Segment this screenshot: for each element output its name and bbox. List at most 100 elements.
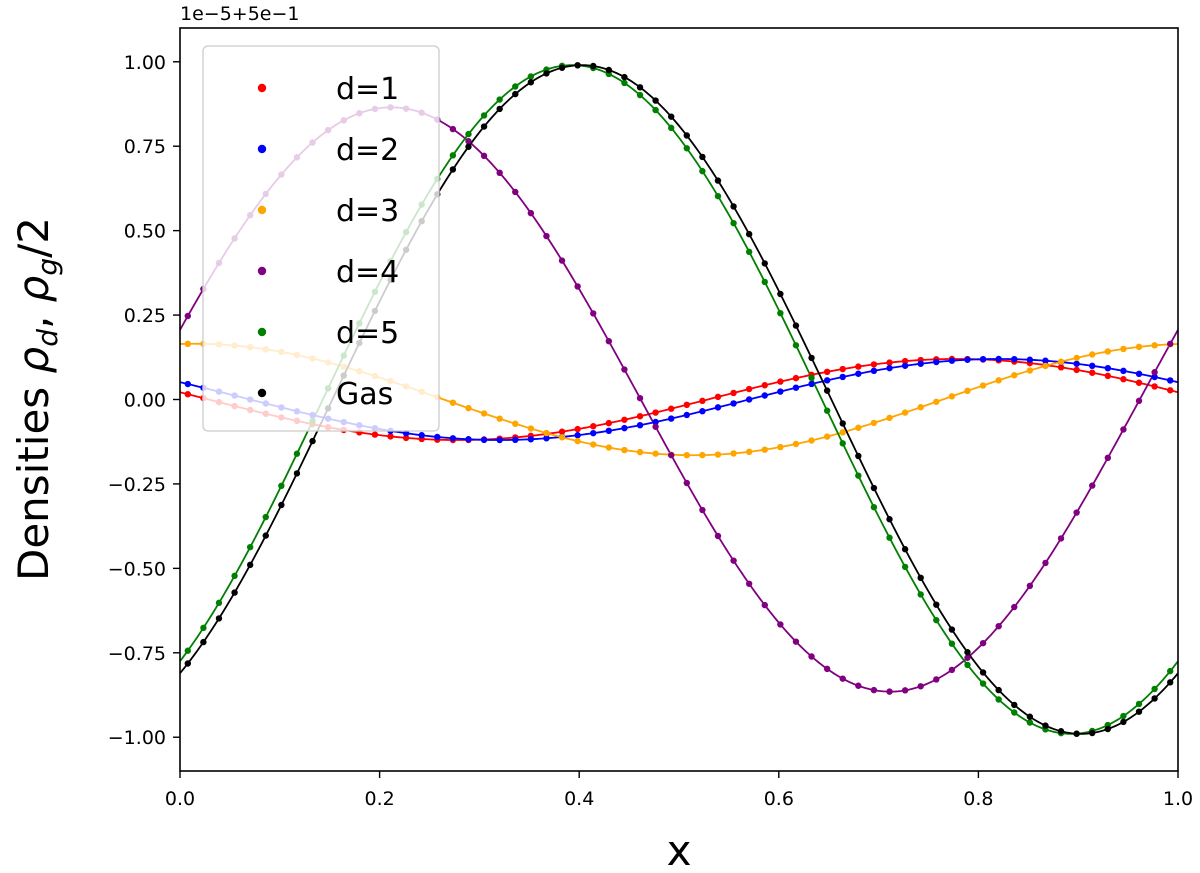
data-point: [730, 400, 737, 407]
data-point: [371, 431, 379, 438]
data-point: [839, 373, 846, 381]
data-point: [1073, 354, 1080, 362]
data-point: [808, 437, 815, 444]
data-point: [1167, 377, 1174, 384]
data-point: [1120, 426, 1127, 433]
data-point: [948, 393, 956, 400]
data-point: [1011, 709, 1018, 716]
data-point: [480, 436, 488, 444]
data-point: [1135, 397, 1143, 405]
data-point: [839, 365, 846, 373]
data-point: [1073, 730, 1080, 737]
data-point: [1011, 701, 1018, 709]
data-point: [948, 626, 956, 633]
data-point: [293, 450, 301, 457]
data-point: [870, 361, 878, 368]
data-point: [1151, 695, 1158, 702]
data-point: [636, 413, 644, 420]
data-point: [808, 380, 815, 388]
data-point: [574, 425, 581, 433]
x-axis-label: x: [667, 826, 692, 873]
data-point: [652, 450, 659, 457]
data-point: [1104, 725, 1112, 733]
x-tick-label: 0.0: [165, 788, 195, 810]
data-point: [480, 410, 488, 417]
data-point: [543, 232, 550, 240]
data-point: [792, 638, 800, 645]
data-point: [1089, 351, 1096, 358]
data-point: [683, 411, 690, 419]
data-point: [933, 358, 940, 366]
data-point: [964, 649, 971, 656]
data-point: [496, 96, 503, 103]
y-tick-label: 0.00: [124, 390, 166, 412]
data-point: [886, 688, 893, 695]
data-point: [839, 675, 846, 682]
data-point: [714, 192, 722, 200]
data-point: [761, 382, 768, 389]
data-point: [527, 73, 535, 80]
data-point: [855, 363, 862, 370]
data-point: [1073, 360, 1080, 367]
data-point: [278, 501, 285, 509]
legend-marker: [257, 205, 267, 215]
data-point: [605, 66, 613, 74]
legend-item-d-1: d=1: [257, 72, 399, 107]
legend-item-gas: Gas: [257, 377, 393, 412]
data-point: [1042, 357, 1049, 364]
data-point: [496, 169, 503, 177]
legend-label: d=2: [336, 133, 399, 168]
y-tick-label: −0.75: [108, 643, 166, 665]
data-point: [901, 357, 909, 365]
data-point: [714, 451, 722, 458]
data-point: [1104, 348, 1112, 355]
data-point: [761, 392, 768, 399]
data-point: [512, 83, 519, 90]
data-point: [714, 177, 722, 184]
data-point: [636, 91, 644, 99]
data-point: [621, 366, 628, 373]
data-point: [1167, 667, 1174, 675]
data-point: [590, 429, 597, 437]
data-point: [246, 543, 254, 551]
data-point: [668, 451, 675, 459]
data-point: [1057, 358, 1065, 365]
data-point: [543, 429, 550, 437]
data-point: [839, 420, 846, 427]
x-tick-label: 0.8: [963, 788, 993, 810]
data-point: [652, 97, 659, 104]
data-point: [1026, 719, 1034, 726]
data-point: [668, 405, 675, 412]
data-point: [496, 415, 503, 422]
legend-marker: [257, 266, 267, 276]
x-tick-label: 0.4: [564, 788, 594, 810]
data-point: [184, 312, 191, 320]
data-point: [964, 387, 971, 395]
data-point: [1011, 355, 1018, 363]
data-point: [855, 424, 862, 431]
data-point: [730, 389, 737, 397]
data-point: [1073, 366, 1080, 374]
data-point: [948, 666, 956, 674]
data-point: [730, 557, 737, 564]
y-tick-label: 0.75: [124, 136, 166, 158]
data-point: [683, 479, 690, 487]
data-point: [636, 394, 644, 402]
data-point: [823, 368, 831, 376]
data-point: [792, 440, 800, 448]
data-point: [605, 444, 613, 451]
data-point: [995, 686, 1002, 694]
legend-box: [202, 45, 440, 432]
data-point: [590, 441, 597, 448]
y-axis-label: Densities ρd, ρg/2: [9, 217, 64, 581]
x-axis: 0.0 0.2 0.4 0.6 0.8 1.0: [165, 771, 1193, 810]
data-point: [964, 654, 971, 661]
legend: d=1 d=2 d=3 d=4 d=5 Gas: [202, 45, 440, 432]
data-point: [870, 686, 878, 694]
data-point: [512, 90, 519, 98]
data-point: [1089, 369, 1096, 376]
data-point: [886, 364, 893, 372]
data-point: [745, 230, 753, 238]
y-tick-label: −0.50: [108, 558, 166, 580]
data-point: [652, 409, 659, 416]
